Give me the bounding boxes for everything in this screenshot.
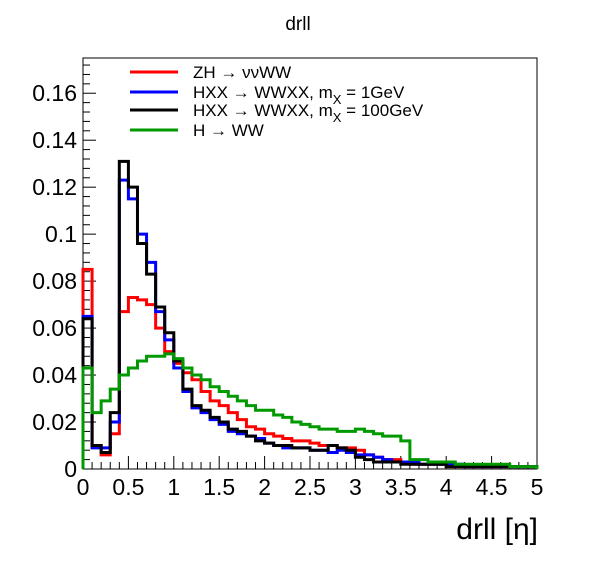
y-axis: 0 0.02 0.04 0.06 0.08 0.1 0.12 0.14 0.16: [32, 64, 96, 482]
y-tick-label: 0.08: [32, 268, 77, 294]
x-tick-label: 3: [349, 474, 362, 500]
x-tick-label: 1.5: [203, 474, 235, 500]
x-tick-label: 4.5: [476, 474, 508, 500]
y-tick-label: 0: [64, 456, 77, 482]
series-3: [81, 159, 539, 469]
x-tick-label: 0.5: [112, 474, 144, 500]
x-tick-label: 1: [167, 474, 180, 500]
series-4: [81, 352, 539, 469]
legend-label: HXX → WWXX, mX = 1GeV: [193, 83, 405, 107]
y-tick-label: 0.06: [32, 315, 77, 341]
x-axis: 0 0.5 1 1.5 2 2.5 3 3.5 4 4.5 5: [77, 456, 544, 500]
chart-title: drll: [285, 14, 310, 35]
y-tick-label: 0.02: [32, 409, 77, 435]
x-tick-label: 0: [77, 474, 90, 500]
x-axis-label: drll [η]: [456, 513, 538, 546]
series-line: [81, 159, 539, 469]
x-tick-label: 5: [531, 474, 544, 500]
x-tick-label: 2: [258, 474, 271, 500]
legend-label: HXX → WWXX, mX = 100GeV: [193, 101, 424, 125]
y-tick-label: 0.14: [32, 127, 77, 153]
series-layer: [81, 159, 539, 469]
legend-label: H → WW: [193, 121, 264, 140]
x-tick-label: 2.5: [294, 474, 326, 500]
x-tick-label: 4: [440, 474, 453, 500]
legend-label: ZH → ννWW: [193, 63, 291, 82]
y-tick-label: 0.16: [32, 80, 77, 106]
y-tick-label: 0.12: [32, 174, 77, 200]
series-line: [81, 352, 539, 469]
y-tick-label: 0.1: [45, 221, 77, 247]
y-tick-label: 0.04: [32, 362, 77, 388]
x-tick-label: 3.5: [385, 474, 417, 500]
